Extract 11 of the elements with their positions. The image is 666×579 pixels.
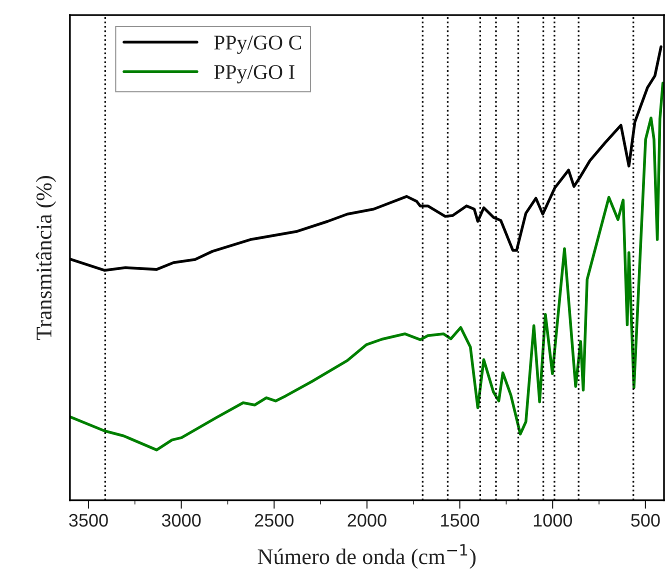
x-tick-label: 500 [631, 514, 660, 527]
y-axis-title: Transmitância (%) [36, 176, 56, 340]
x-tick-label: 2000 [348, 514, 386, 527]
x-tick-label: 2500 [254, 514, 294, 527]
x-axis-title: Número de onda (cm$^{−1}$) [258, 544, 476, 569]
legend-label: PPy/GO C [214, 36, 302, 54]
legend-label: PPy/GO I [214, 65, 294, 84]
x-tick-label: 3000 [162, 514, 201, 527]
x-tick-label: 1500 [441, 514, 480, 527]
x-tick-label: 3500 [69, 514, 108, 527]
x-tick-label: 1000 [534, 514, 572, 527]
